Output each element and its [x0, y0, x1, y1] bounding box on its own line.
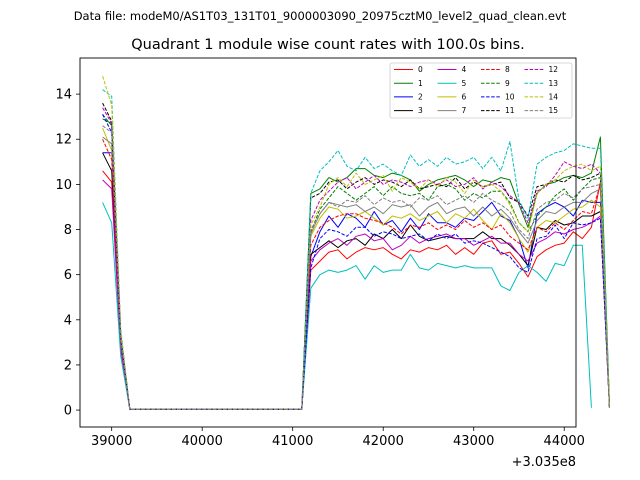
series-line-13 — [102, 89, 610, 410]
legend-label-3: 3 — [418, 106, 423, 115]
x-axis: 39000 40000 41000 42000 43000 44000 — [91, 427, 585, 449]
legend-label-1: 1 — [418, 79, 423, 88]
y-tick-label: 2 — [64, 358, 72, 373]
suptitle: Data file: modeM0/AS1T03_131T01_90000030… — [74, 9, 567, 23]
series-line-9 — [102, 114, 610, 410]
x-tick-label: 44000 — [544, 434, 585, 449]
y-tick-label: 8 — [64, 223, 72, 238]
x-tick-label: 43000 — [453, 434, 494, 449]
legend-label-10: 10 — [505, 93, 515, 102]
legend-label-0: 0 — [418, 65, 423, 74]
y-axis: 0 2 4 6 8 10 12 14 — [55, 88, 80, 419]
y-tick-label: 0 — [64, 404, 72, 419]
plot-lines — [102, 75, 610, 410]
x-tick-label: 40000 — [182, 434, 223, 449]
y-tick-label: 10 — [55, 178, 72, 193]
legend-label-9: 9 — [505, 79, 510, 88]
series-line-5 — [102, 202, 592, 410]
series-line-10 — [102, 114, 610, 410]
legend-label-8: 8 — [505, 65, 510, 74]
legend-label-5: 5 — [462, 79, 467, 88]
plot-frame — [79, 57, 577, 428]
x-offset-label: +3.035e8 — [512, 455, 576, 470]
x-tick-label: 42000 — [363, 434, 404, 449]
chart-title: Quadrant 1 module wise count rates with … — [131, 37, 525, 53]
legend-label-6: 6 — [462, 93, 467, 102]
legend-label-15: 15 — [549, 106, 559, 115]
x-tick-label: 39000 — [91, 434, 132, 449]
y-tick-label: 12 — [55, 133, 72, 148]
series-line-8 — [102, 138, 610, 410]
y-tick-label: 4 — [64, 313, 72, 328]
series-line-2 — [102, 152, 610, 410]
series-line-12 — [102, 107, 610, 410]
legend-label-7: 7 — [462, 106, 467, 115]
y-tick-label: 14 — [55, 88, 72, 103]
legend-label-4: 4 — [462, 65, 467, 74]
legend-label-14: 14 — [549, 93, 559, 102]
series-line-14 — [102, 75, 610, 410]
series-line-3 — [102, 152, 610, 410]
x-tick-label: 41000 — [272, 434, 313, 449]
series-line-15 — [102, 125, 610, 410]
legend-box — [389, 62, 573, 119]
y-tick-label: 6 — [64, 268, 72, 283]
series-line-4 — [102, 179, 610, 410]
legend-label-12: 12 — [549, 65, 559, 74]
legend-label-13: 13 — [549, 79, 559, 88]
series-line-11 — [102, 102, 610, 410]
legend-label-2: 2 — [418, 93, 423, 102]
series-line-7 — [102, 136, 610, 410]
legend-label-11: 11 — [505, 106, 515, 115]
